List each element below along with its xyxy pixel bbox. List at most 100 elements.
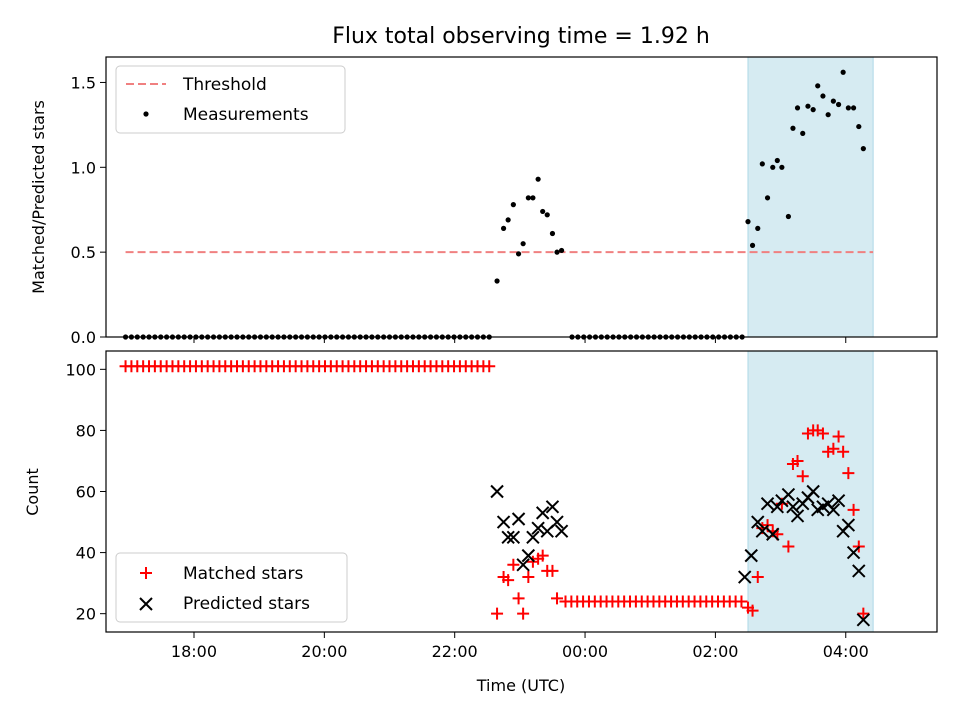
bottom-legend-box [115, 552, 348, 623]
matched-star-point [816, 427, 829, 440]
predicted-star-point [770, 500, 785, 514]
matched-star-point [842, 467, 855, 480]
x-tick-label: 20:00 [301, 642, 347, 661]
measurement-point [525, 195, 531, 201]
matched-star-point [483, 360, 496, 373]
matched-star-point [551, 592, 564, 605]
predicted-star-point [511, 512, 526, 526]
x-tick-label: 22:00 [432, 642, 478, 661]
measurement-point [800, 130, 806, 136]
measurement-point [500, 225, 507, 231]
matched-star-point [847, 503, 860, 516]
measurement-point [749, 242, 756, 248]
matched-star-point [782, 540, 795, 553]
matched-star-point [536, 549, 549, 562]
predicted-legend-label: Predicted stars [183, 594, 310, 614]
bottom-y-tick-label: 40 [76, 544, 96, 563]
predicted-star-point [781, 487, 796, 502]
measurement-point [549, 230, 556, 237]
matched-star-point [512, 592, 525, 605]
measurement-point [510, 202, 516, 208]
predicted-star-point [852, 564, 866, 578]
bottom-y-tick-label: 20 [76, 605, 96, 624]
matched-star-point [491, 607, 504, 620]
predicted-star-point [550, 515, 564, 529]
predicted-star-point [755, 524, 770, 538]
top-axes-frame [105, 56, 938, 338]
measurement-point [745, 219, 751, 225]
bottom-y-tick-label: 100 [65, 360, 96, 379]
measurement-point [810, 107, 816, 113]
matched-star-point [735, 595, 748, 608]
top-y-tick-label: 1.0 [71, 158, 96, 177]
matched-star-point [502, 574, 515, 587]
top-legend-box [115, 65, 346, 134]
measurement-point [759, 161, 765, 167]
x-axis-label: Time (UTC) [476, 676, 565, 695]
matched-star-point [827, 442, 840, 455]
matched-star-point [746, 604, 759, 617]
measurement-point [505, 217, 511, 223]
bottom-y-axis-label: Count [23, 468, 42, 516]
measurement-point [825, 112, 831, 118]
predicted-star-point [490, 484, 504, 499]
measurement-point [770, 164, 776, 170]
matched-star-point [517, 607, 530, 620]
predicted-star-point [506, 530, 521, 545]
measurement-point [860, 146, 866, 152]
x-tick-label: 00:00 [562, 642, 608, 661]
predicted-star-point [841, 518, 856, 532]
measurement-point [520, 241, 526, 247]
predicted-star-point [545, 500, 560, 514]
measurement-point [815, 83, 821, 89]
bottom-axes-frame [105, 350, 938, 633]
top-y-tick-label: 0.0 [71, 328, 96, 347]
measurement-point [845, 105, 851, 111]
bottom-legend: Matched stars Predicted stars [115, 552, 348, 623]
matched-star-point [857, 607, 870, 620]
predicted-star-point [806, 484, 820, 499]
predicted-star-point [766, 527, 780, 541]
bottom-y-tick-label: 80 [76, 421, 96, 440]
measurement-point [774, 157, 780, 164]
threshold-legend-label: Threshold [182, 75, 267, 95]
x-tick-label: 18:00 [171, 642, 217, 661]
matched-star-point [522, 571, 535, 584]
measurement-point [840, 69, 846, 75]
predicted-star-point [516, 558, 530, 572]
predicted-star-point [856, 613, 871, 627]
matched-star-point [796, 470, 809, 483]
matched-star-point [507, 558, 520, 571]
measurement-point [850, 105, 857, 111]
predicted-star-point [496, 515, 511, 529]
measurements-legend-swatch [143, 111, 149, 117]
chart-title: Flux total observing time = 1.92 h [332, 24, 710, 49]
measurement-point [805, 103, 811, 109]
matched-legend-swatch [140, 567, 152, 579]
matched-star-point [837, 445, 850, 458]
predicted-star-point [831, 493, 846, 508]
predicted-star-point [751, 515, 765, 529]
matched-legend-label: Matched stars [183, 564, 303, 584]
measurement-point [856, 123, 862, 130]
measurement-point [554, 249, 560, 255]
top-panel: 0.0 0.5 1.0 1.5 [71, 56, 938, 347]
x-tick-label: 04:00 [823, 642, 869, 661]
matched-star-point [791, 454, 804, 467]
bottom-y-tick-label: 60 [76, 483, 96, 502]
measurement-point [779, 164, 785, 170]
measurement-point [515, 251, 522, 257]
measurement-point [794, 105, 801, 111]
matched-star-point [546, 564, 559, 577]
measurement-point [540, 208, 546, 215]
predicted-star-point [535, 506, 550, 520]
measurement-point [530, 195, 536, 201]
x-tick-label: 02:00 [692, 642, 738, 661]
measurement-point [755, 225, 761, 231]
matched-star-point [832, 430, 845, 443]
measurement-point [790, 125, 796, 131]
measurement-point [785, 213, 791, 220]
top-y-tick-label: 0.5 [71, 243, 96, 262]
top-legend: Threshold Measurements [115, 65, 346, 134]
predicted-star-point [760, 497, 775, 511]
